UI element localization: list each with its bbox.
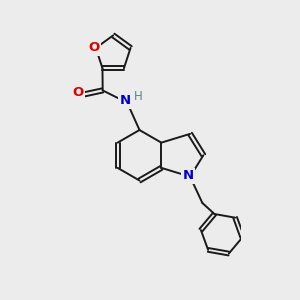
Text: O: O — [73, 86, 84, 99]
Text: O: O — [88, 41, 100, 55]
Text: N: N — [120, 94, 131, 107]
Text: H: H — [134, 90, 143, 103]
Text: N: N — [183, 169, 194, 182]
